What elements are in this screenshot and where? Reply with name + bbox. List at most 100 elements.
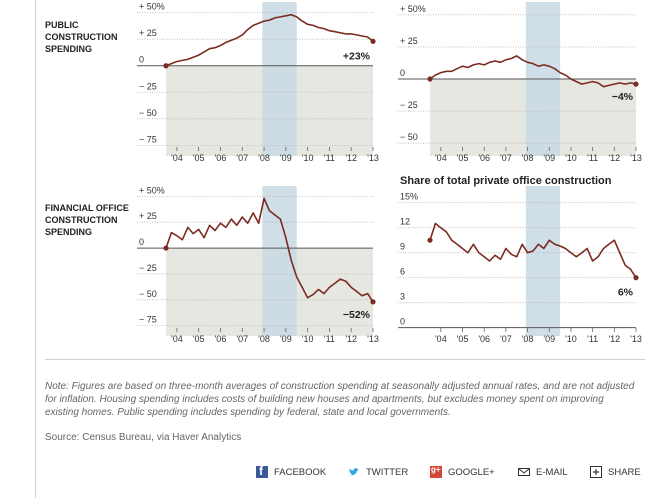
row-label-public: PUBLIC CONSTRUCTION SPENDING — [45, 20, 118, 54]
y-tick-label: − 50 — [139, 108, 157, 118]
x-tick-label: '07 — [500, 153, 512, 163]
x-tick-label: '04 — [171, 334, 183, 344]
y-tick-label: + 25 — [139, 28, 157, 38]
y-tick-label: 3 — [400, 292, 405, 302]
twitter-label: TWITTER — [366, 466, 409, 478]
email-share-button[interactable]: E-MAIL — [518, 465, 568, 479]
start-point — [427, 237, 433, 243]
x-tick-label: '04 — [435, 153, 447, 163]
end-point — [633, 275, 639, 281]
x-tick-label: '06 — [215, 334, 227, 344]
y-tick-label: − 75 — [139, 134, 157, 144]
series-line — [429, 55, 637, 88]
x-tick-label: '04 — [171, 153, 183, 163]
x-tick-label: '05 — [193, 153, 205, 163]
end-point — [633, 81, 639, 87]
x-tick-label: '06 — [478, 334, 490, 344]
x-tick-label: '10 — [565, 334, 577, 344]
x-tick-label: '10 — [565, 153, 577, 163]
row-label-financial: FINANCIAL OFFICE CONSTRUCTION SPENDING — [45, 203, 129, 237]
recession-band — [262, 2, 297, 156]
chart-panel-4: Share of total private office constructi… — [398, 175, 642, 344]
series-line — [429, 222, 637, 279]
y-tick-label: + 25 — [139, 211, 157, 221]
y-tick-label: 15% — [400, 192, 418, 202]
y-tick-label: − 25 — [139, 81, 157, 91]
divider — [45, 359, 645, 360]
x-tick-label: '05 — [457, 153, 469, 163]
x-tick-label: '09 — [543, 334, 555, 344]
series-line — [165, 13, 374, 67]
x-tick-label: '06 — [215, 153, 227, 163]
y-tick-label: 9 — [400, 242, 405, 252]
x-tick-label: '09 — [280, 153, 292, 163]
x-tick-label: '11 — [587, 334, 598, 344]
x-tick-label: '10 — [302, 334, 314, 344]
x-tick-label: '07 — [236, 334, 248, 344]
y-tick-label: − 25 — [139, 263, 157, 273]
y-tick-label: + 25 — [400, 36, 418, 46]
twitter-share-button[interactable]: TWITTER — [348, 465, 408, 479]
x-tick-label: '12 — [608, 153, 620, 163]
chart-note: Note: Figures are based on three-month a… — [45, 381, 635, 418]
plus-box-icon — [590, 466, 602, 478]
email-label: E-MAIL — [536, 466, 568, 478]
chart-panel-1: + 50% + 25 0 − 25 − 50 − 75 '04 '05 '06 '07 '08 '09… — [137, 2, 379, 163]
facebook-share-button[interactable]: FACEBOOK — [256, 464, 327, 479]
y-tick-label: + 50% — [400, 4, 426, 14]
chart-title: Share of total private office constructi… — [400, 175, 612, 187]
end-point — [370, 38, 376, 44]
y-tick-label: 0 — [400, 317, 405, 327]
x-tick-label: '08 — [522, 153, 534, 163]
end-value-label: +23% — [343, 50, 371, 62]
y-tick-label: 6 — [400, 267, 405, 277]
x-tick-label: '12 — [608, 334, 620, 344]
google-plus-icon — [430, 465, 442, 478]
chart-panel-2: + 50% + 25 0 − 25 − 50 '04 '05 '06 '07 '08 '09 '10 '… — [398, 2, 642, 163]
x-tick-label: '08 — [258, 334, 270, 344]
start-point — [163, 245, 169, 251]
x-tick-label: '12 — [345, 153, 357, 163]
chart-source: Source: Census Bureau, via Haver Analyti… — [45, 432, 242, 443]
y-tick-label: − 50 — [400, 132, 418, 142]
share-label: SHARE — [608, 466, 641, 478]
start-point — [163, 63, 169, 69]
series-line — [165, 197, 374, 303]
x-tick-label: '13 — [367, 153, 379, 163]
y-tick-label: 0 — [139, 55, 144, 65]
x-tick-label: '11 — [587, 153, 598, 163]
more-share-button[interactable]: SHARE — [590, 465, 641, 479]
x-tick-label: '04 — [435, 334, 447, 344]
y-tick-label: − 25 — [400, 100, 418, 110]
content-frame — [35, 0, 651, 498]
x-tick-label: '13 — [630, 153, 642, 163]
google-plus-share-button[interactable]: GOOGLE+ — [430, 465, 495, 479]
end-value-label: 6% — [618, 287, 634, 299]
x-tick-label: '05 — [457, 334, 469, 344]
x-tick-label: '05 — [193, 334, 205, 344]
recession-band — [525, 186, 561, 336]
y-tick-label: 0 — [400, 68, 405, 78]
facebook-icon — [256, 464, 268, 478]
x-tick-label: '08 — [522, 334, 534, 344]
x-tick-label: '09 — [543, 153, 555, 163]
x-tick-label: '07 — [500, 334, 512, 344]
y-tick-label: 12 — [400, 217, 410, 227]
charts-canvas: + 50% + 25 0 − 25 − 50 − 75 '04 '05 '06 '07 '08 '09… — [137, 2, 642, 344]
x-tick-label: '12 — [345, 334, 357, 344]
chart-panel-3: + 50% + 25 0 − 25 − 50 − 75 '04 '05 '06 '07 '08 '09… — [137, 185, 379, 344]
x-tick-label: '10 — [302, 153, 314, 163]
start-point — [427, 76, 433, 82]
x-tick-label: '13 — [630, 334, 642, 344]
google-plus-label: GOOGLE+ — [448, 466, 495, 478]
x-tick-label: '07 — [236, 153, 248, 163]
y-tick-label: 0 — [139, 237, 144, 247]
twitter-icon — [348, 466, 360, 478]
x-tick-label: '06 — [478, 153, 490, 163]
envelope-icon — [518, 466, 530, 478]
y-tick-label: − 75 — [139, 315, 157, 325]
end-value-label: −52% — [343, 309, 371, 321]
y-tick-label: + 50% — [139, 2, 165, 12]
x-tick-label: '11 — [324, 153, 335, 163]
facebook-label: FACEBOOK — [274, 466, 327, 478]
